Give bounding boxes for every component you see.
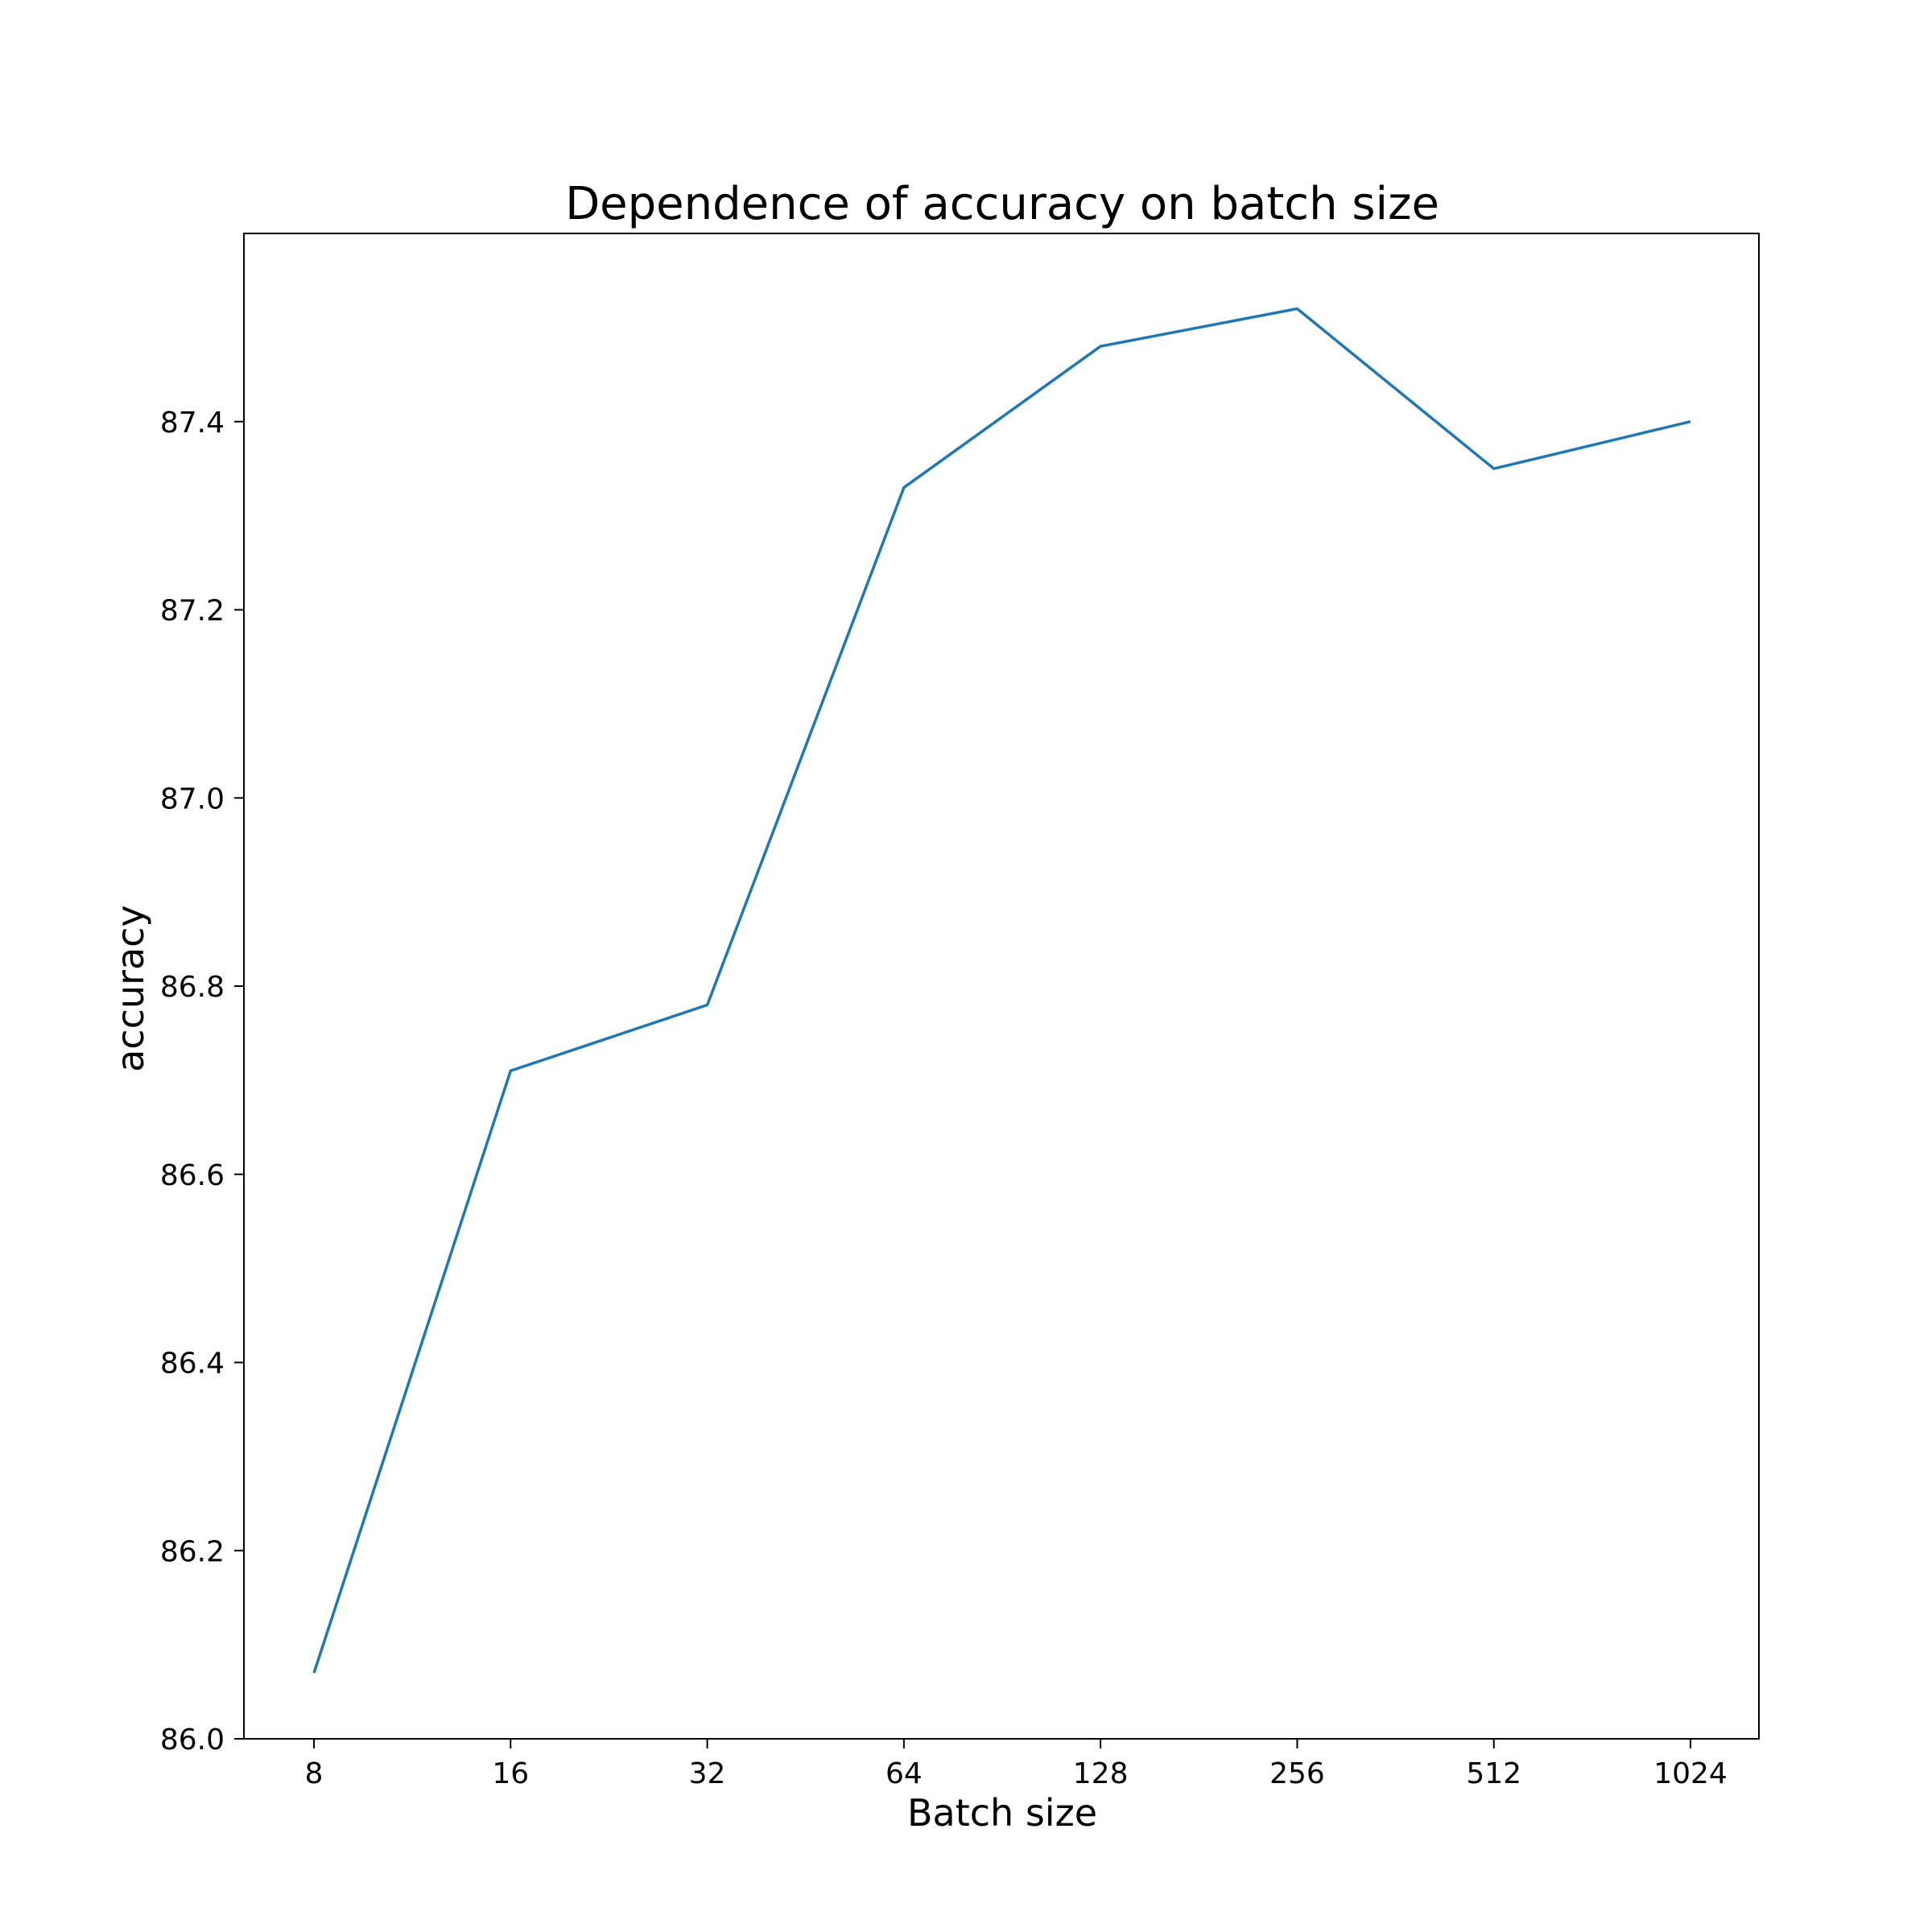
x-tick-label: 128 (1073, 1757, 1129, 1790)
x-tick-label: 256 (1269, 1757, 1325, 1790)
x-tick-label: 512 (1466, 1757, 1521, 1790)
y-axis: 86.0 86.2 86.4 86.6 86.8 87.0 87.2 87.4 (160, 407, 244, 1757)
y-tick-label: 86.0 (160, 1724, 225, 1757)
y-tick-label: 87.4 (160, 407, 225, 440)
y-tick-label: 86.8 (160, 971, 225, 1004)
x-tick-label: 32 (689, 1757, 726, 1790)
x-tick-label: 64 (886, 1757, 923, 1790)
x-tick-label: 1024 (1653, 1757, 1728, 1790)
y-tick-label: 87.0 (160, 782, 225, 815)
y-axis-label: accuracy (109, 905, 152, 1072)
x-tick-label: 8 (305, 1757, 324, 1790)
x-axis: 8 16 32 64 128 256 512 1024 (305, 1739, 1728, 1790)
chart-title: Dependence of accuracy on batch size (565, 178, 1439, 230)
y-tick-label: 86.6 (160, 1159, 225, 1192)
y-tick-label: 87.2 (160, 595, 225, 628)
y-tick-label: 86.2 (160, 1535, 225, 1568)
series-line (312, 307, 1691, 1674)
x-tick-label: 16 (492, 1757, 529, 1790)
y-tick-label: 86.4 (160, 1348, 225, 1381)
x-axis-label: Batch size (907, 1791, 1097, 1835)
